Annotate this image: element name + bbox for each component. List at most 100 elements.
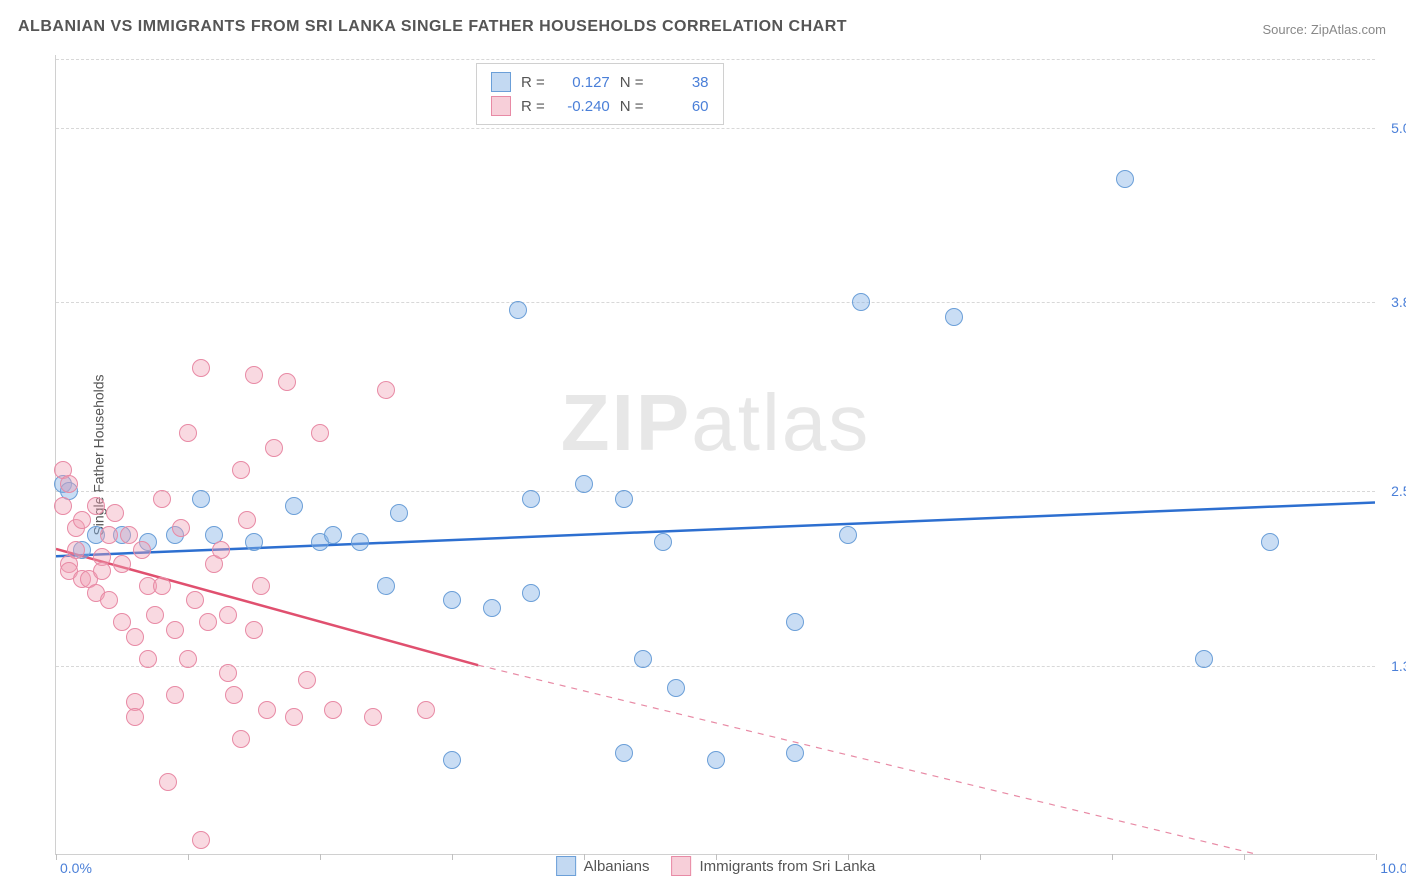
scatter-point <box>377 577 395 595</box>
chart-legend: Albanians Immigrants from Sri Lanka <box>556 856 876 876</box>
swatch-blue-icon <box>491 72 511 92</box>
scatter-point <box>245 533 263 551</box>
scatter-point <box>324 701 342 719</box>
scatter-point <box>153 577 171 595</box>
chart-plot-area: Single Father Households ZIPatlas 1.3%2.… <box>55 55 1375 855</box>
scatter-point <box>575 475 593 493</box>
scatter-point <box>159 773 177 791</box>
scatter-point <box>73 511 91 529</box>
scatter-point <box>443 751 461 769</box>
scatter-point <box>634 650 652 668</box>
scatter-point <box>1195 650 1213 668</box>
scatter-point <box>146 606 164 624</box>
scatter-point <box>839 526 857 544</box>
y-tick-label: 1.3% <box>1391 658 1406 674</box>
scatter-point <box>1261 533 1279 551</box>
scatter-point <box>67 541 85 559</box>
x-tick <box>320 854 321 860</box>
scatter-point <box>238 511 256 529</box>
gridline <box>56 59 1375 60</box>
scatter-point <box>852 293 870 311</box>
r-value-srilanka: -0.240 <box>555 98 610 115</box>
x-axis-max-label: 10.0% <box>1380 860 1406 876</box>
scatter-point <box>186 591 204 609</box>
scatter-point <box>417 701 435 719</box>
scatter-point <box>192 831 210 849</box>
scatter-point <box>1116 170 1134 188</box>
watermark: ZIPatlas <box>561 377 870 469</box>
x-tick <box>56 854 57 860</box>
scatter-point <box>252 577 270 595</box>
n-label: N = <box>620 98 644 115</box>
gridline <box>56 302 1375 303</box>
scatter-point <box>311 424 329 442</box>
scatter-point <box>298 671 316 689</box>
scatter-point <box>106 504 124 522</box>
scatter-point <box>377 381 395 399</box>
scatter-point <box>87 497 105 515</box>
r-label: R = <box>521 98 545 115</box>
x-tick <box>452 854 453 860</box>
trend-lines-svg <box>56 55 1375 854</box>
y-tick-label: 5.0% <box>1391 120 1406 136</box>
scatter-point <box>93 562 111 580</box>
scatter-point <box>232 730 250 748</box>
scatter-point <box>113 555 131 573</box>
stats-row-srilanka: R = -0.240 N = 60 <box>491 94 709 118</box>
legend-label-albanians: Albanians <box>584 858 650 875</box>
scatter-point <box>667 679 685 697</box>
scatter-point <box>100 591 118 609</box>
scatter-point <box>324 526 342 544</box>
scatter-point <box>245 621 263 639</box>
scatter-point <box>133 541 151 559</box>
scatter-point <box>225 686 243 704</box>
scatter-point <box>786 744 804 762</box>
x-tick <box>1244 854 1245 860</box>
x-axis-min-label: 0.0% <box>60 860 92 876</box>
r-value-albanians: 0.127 <box>555 74 610 91</box>
x-tick <box>1376 854 1377 860</box>
scatter-point <box>166 686 184 704</box>
scatter-point <box>509 301 527 319</box>
scatter-point <box>219 664 237 682</box>
scatter-point <box>945 308 963 326</box>
scatter-point <box>390 504 408 522</box>
scatter-point <box>219 606 237 624</box>
legend-item-albanians: Albanians <box>556 856 650 876</box>
scatter-point <box>443 591 461 609</box>
legend-item-srilanka: Immigrants from Sri Lanka <box>672 856 876 876</box>
n-value-srilanka: 60 <box>654 98 709 115</box>
x-tick <box>188 854 189 860</box>
scatter-point <box>192 490 210 508</box>
scatter-point <box>120 526 138 544</box>
scatter-point <box>615 490 633 508</box>
legend-label-srilanka: Immigrants from Sri Lanka <box>700 858 876 875</box>
r-label: R = <box>521 74 545 91</box>
scatter-point <box>351 533 369 551</box>
scatter-point <box>54 497 72 515</box>
scatter-point <box>522 490 540 508</box>
y-tick-label: 2.5% <box>1391 483 1406 499</box>
x-tick <box>1112 854 1113 860</box>
scatter-point <box>60 475 78 493</box>
scatter-point <box>126 628 144 646</box>
scatter-point <box>126 708 144 726</box>
scatter-point <box>232 461 250 479</box>
scatter-point <box>258 701 276 719</box>
scatter-point <box>166 621 184 639</box>
gridline <box>56 666 1375 667</box>
chart-title: ALBANIAN VS IMMIGRANTS FROM SRI LANKA SI… <box>18 18 847 36</box>
scatter-point <box>654 533 672 551</box>
scatter-point <box>522 584 540 602</box>
swatch-blue-icon <box>556 856 576 876</box>
gridline <box>56 491 1375 492</box>
scatter-point <box>192 359 210 377</box>
scatter-point <box>153 490 171 508</box>
scatter-point <box>179 424 197 442</box>
scatter-point <box>786 613 804 631</box>
x-tick <box>980 854 981 860</box>
scatter-point <box>707 751 725 769</box>
gridline <box>56 128 1375 129</box>
scatter-point <box>615 744 633 762</box>
trend-line-extrapolated <box>478 665 1375 854</box>
